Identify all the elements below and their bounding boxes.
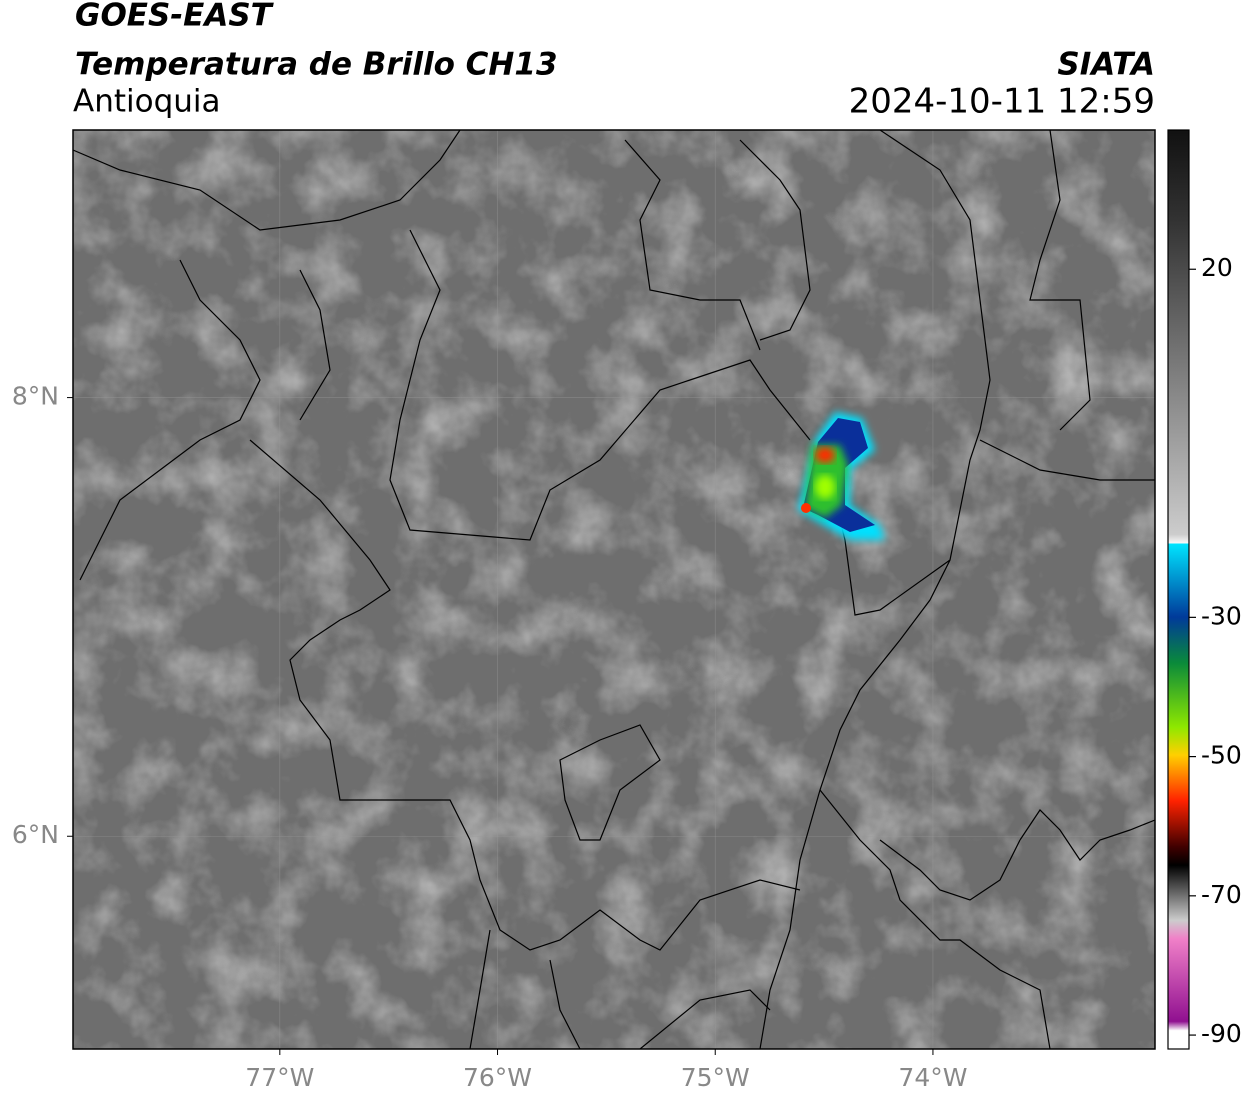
- lat-label: 8°N: [12, 382, 59, 411]
- subtitle: Temperatura de Brillo CH13: [75, 47, 558, 83]
- map-frame: [72, 129, 1156, 1050]
- colorbar-label: -90: [1201, 1019, 1242, 1048]
- colorbar: [1167, 129, 1190, 1050]
- colorbar-label: -70: [1201, 880, 1242, 909]
- region: Antioquia: [73, 84, 221, 120]
- lon-label: 75°W: [681, 1063, 750, 1092]
- colorbar-label: -30: [1201, 601, 1242, 630]
- lon-label: 77°W: [245, 1063, 314, 1092]
- storm-peak: [801, 503, 811, 513]
- title: GOES-EAST: [75, 0, 275, 34]
- cloud-texture: [73, 130, 1155, 1049]
- storm-peak: [815, 447, 835, 463]
- lat-label: 6°N: [12, 820, 59, 849]
- storm-core: [815, 475, 835, 499]
- colorbar-label: -50: [1201, 741, 1242, 770]
- lon-label: 74°W: [898, 1063, 967, 1092]
- colorbar-label: 20: [1201, 253, 1233, 282]
- datetime: 2024-10-11 12:59: [849, 82, 1155, 122]
- map: [73, 130, 1155, 1049]
- storm: [798, 412, 885, 540]
- borders: [73, 130, 1155, 1049]
- lon-label: 76°W: [463, 1063, 532, 1092]
- source: SIATA: [1057, 47, 1155, 83]
